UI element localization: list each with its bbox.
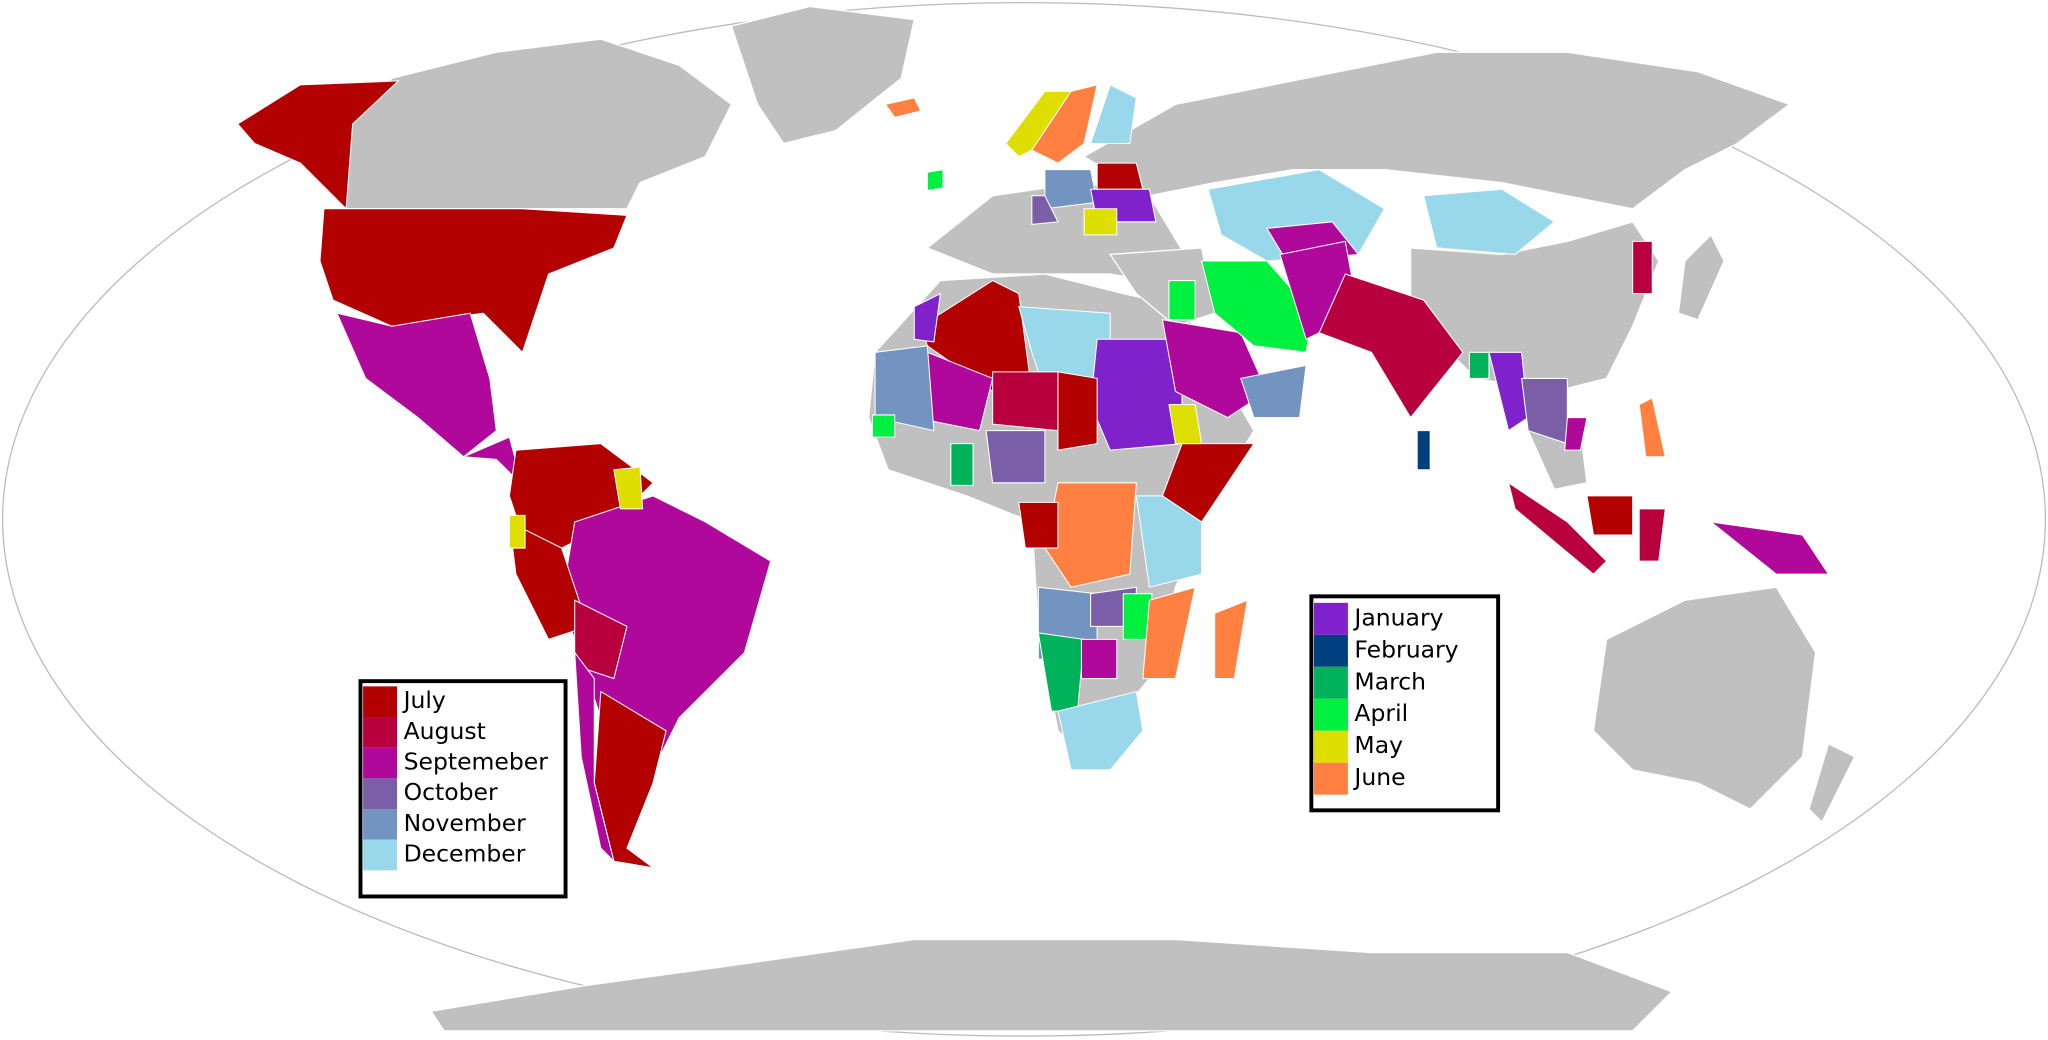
country	[613, 466, 644, 510]
land	[730, 5, 916, 145]
legend-swatch	[1313, 698, 1348, 731]
country	[1507, 481, 1608, 575]
legend-swatch	[1313, 634, 1348, 667]
country	[1638, 397, 1666, 458]
country	[508, 521, 589, 641]
legend-label: June	[1352, 763, 1405, 791]
legend-label: February	[1354, 635, 1458, 663]
legend-swatch	[363, 717, 398, 748]
legend-swatch	[1313, 730, 1348, 763]
country	[1080, 638, 1118, 680]
country	[1031, 84, 1098, 164]
country	[992, 371, 1059, 432]
country	[1057, 690, 1144, 771]
country	[874, 345, 935, 432]
legend-swatch	[363, 839, 398, 871]
country	[1214, 599, 1249, 680]
country	[1161, 443, 1255, 523]
legend-label: August	[404, 717, 486, 745]
country	[336, 312, 497, 458]
legend-swatch	[363, 747, 398, 779]
country	[1638, 508, 1666, 562]
country	[1318, 273, 1464, 419]
country	[1057, 371, 1098, 451]
legend-swatch	[363, 809, 398, 840]
legend-label: November	[404, 809, 527, 837]
legend-label: December	[404, 840, 526, 868]
country	[508, 514, 526, 549]
legend-label: July	[402, 686, 446, 714]
country	[1468, 351, 1490, 379]
country	[1096, 162, 1144, 190]
land	[1592, 586, 1817, 810]
countries-layer	[236, 80, 1830, 869]
country	[1089, 84, 1137, 145]
country	[1632, 240, 1653, 295]
country	[884, 97, 922, 119]
country	[1168, 280, 1196, 321]
legend-swatch	[363, 686, 398, 718]
country	[1044, 169, 1098, 210]
legend-label: October	[404, 778, 498, 806]
country	[1709, 521, 1830, 575]
country	[1586, 495, 1634, 536]
country	[236, 80, 400, 210]
legend-label: April	[1354, 699, 1408, 727]
land	[429, 938, 1674, 1032]
country	[1083, 208, 1118, 236]
country	[1031, 195, 1059, 226]
country	[1416, 430, 1431, 471]
legend-label: January	[1352, 603, 1443, 631]
country	[926, 169, 944, 192]
country	[319, 208, 628, 354]
legend-swatch	[1313, 762, 1348, 795]
legend-label: March	[1354, 667, 1426, 695]
legend: January February March April May June	[1309, 594, 1501, 813]
country	[1161, 319, 1268, 419]
country	[1168, 403, 1203, 445]
country	[950, 443, 974, 486]
country	[985, 430, 1046, 484]
country	[1018, 501, 1059, 549]
country	[574, 650, 615, 863]
country	[1142, 586, 1196, 680]
land	[1677, 233, 1725, 321]
legend-swatch	[1313, 602, 1348, 635]
land	[1082, 51, 1791, 210]
country	[871, 414, 896, 438]
country	[1564, 417, 1588, 451]
legend-label: May	[1354, 731, 1403, 759]
country	[1090, 338, 1183, 451]
country	[913, 292, 942, 343]
country	[1423, 188, 1556, 255]
legend-label: Septemeber	[404, 748, 549, 776]
land	[1808, 742, 1856, 824]
country	[574, 599, 628, 680]
legend-swatch	[363, 778, 398, 810]
legend-swatch	[1313, 666, 1348, 699]
country	[1240, 364, 1307, 419]
